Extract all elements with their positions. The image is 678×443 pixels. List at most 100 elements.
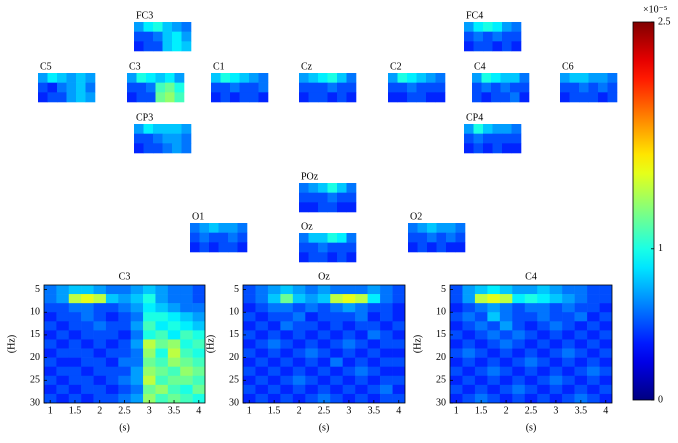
- heatmap-cell: [190, 223, 200, 233]
- heatmap-cell: [462, 357, 476, 367]
- heatmap-cell: [524, 375, 538, 386]
- heatmap-cell: [317, 330, 331, 340]
- heatmap-cell: [267, 384, 281, 395]
- heatmap-cell: [211, 82, 221, 93]
- heatmap-cell: [299, 252, 309, 263]
- heatmap-cell: [47, 82, 58, 93]
- heatmap-cell: [524, 312, 538, 322]
- heatmap-cell: [93, 294, 107, 304]
- x-tick-label: 1.5: [268, 405, 281, 416]
- heatmap-cell: [118, 393, 131, 403]
- x-tick-label: 2.5: [118, 405, 131, 416]
- heatmap-cell: [56, 294, 70, 304]
- heatmap-cell: [143, 285, 156, 295]
- heatmap-cell: [136, 82, 147, 93]
- heatmap-cell: [499, 285, 513, 295]
- heatmap-cell: [588, 73, 599, 83]
- heatmap-cell: [450, 294, 463, 304]
- x-tick-label: 1.5: [475, 405, 488, 416]
- heatmap-cell: [537, 285, 550, 295]
- topo-panel: C6: [560, 61, 618, 103]
- panel-title: C5: [40, 61, 52, 72]
- heatmap-cell: [491, 92, 501, 103]
- heatmap-cell: [243, 321, 256, 331]
- heatmap-cell: [416, 92, 427, 103]
- heatmap-cell: [93, 303, 107, 313]
- heatmap-cell: [192, 393, 205, 403]
- heatmap-cell: [155, 82, 166, 93]
- x-tick-label: 4: [396, 405, 401, 416]
- heatmap-cell: [487, 357, 501, 367]
- heatmap-cell: [569, 82, 580, 93]
- heatmap-cell: [317, 285, 331, 295]
- heatmap-cell: [492, 143, 503, 154]
- heatmap-cell: [118, 375, 131, 386]
- heatmap-cell: [450, 339, 463, 349]
- heatmap-cell: [308, 252, 319, 263]
- heatmap-cell: [474, 393, 488, 403]
- heatmap-cell: [143, 143, 154, 154]
- heatmap-cell: [81, 321, 94, 331]
- heatmap-cell: [474, 285, 488, 295]
- heatmap-cell: [487, 393, 501, 403]
- heatmap-cell: [134, 133, 144, 144]
- heatmap-cell: [192, 375, 205, 386]
- cells: [450, 285, 612, 403]
- heatmap-cell: [599, 294, 612, 304]
- heatmap-cell: [574, 348, 588, 358]
- heatmap-cell: [502, 143, 512, 154]
- heatmap-cell: [524, 366, 538, 377]
- heatmap-cell: [487, 312, 501, 322]
- heatmap-cell: [130, 384, 144, 395]
- heatmap-cell: [407, 82, 417, 93]
- heatmap-cell: [299, 183, 309, 193]
- heatmap-cell: [143, 133, 154, 144]
- heatmap-cell: [76, 92, 86, 103]
- heatmap-cell: [56, 339, 70, 349]
- heatmap-cell: [355, 384, 368, 395]
- topo-panel: O1: [190, 211, 248, 253]
- heatmap-cell: [155, 348, 169, 358]
- heatmap-cell: [562, 384, 575, 395]
- heatmap-cell: [464, 22, 474, 32]
- heatmap-cell: [483, 124, 493, 134]
- heatmap-cell: [342, 303, 356, 313]
- heatmap-cell: [174, 82, 185, 93]
- heatmap-cell: [519, 73, 530, 83]
- topo-panel: C3: [127, 61, 185, 103]
- heatmap-cell: [308, 82, 319, 93]
- heatmap-cell: [408, 232, 418, 243]
- heatmap-cell: [562, 294, 575, 304]
- heatmap-cell: [330, 330, 343, 340]
- heatmap-cell: [56, 321, 70, 331]
- heatmap-cell: [579, 92, 589, 103]
- topo-panel: C2: [388, 61, 446, 103]
- heatmap-cell: [68, 312, 82, 322]
- heatmap-cell: [367, 303, 381, 313]
- heatmap-cell: [598, 73, 608, 83]
- y-tick-label: 15: [436, 329, 446, 340]
- heatmap-cell: [280, 294, 294, 304]
- heatmap-cell: [280, 384, 294, 395]
- heatmap-cell: [499, 348, 513, 358]
- heatmap-cell: [599, 303, 612, 313]
- heatmap-cell: [167, 393, 181, 403]
- heatmap-cell: [355, 321, 368, 331]
- heatmap-cell: [220, 92, 231, 103]
- heatmap-cell: [416, 73, 427, 83]
- heatmap-cell: [81, 330, 94, 340]
- heatmap-cell: [267, 285, 281, 295]
- heatmap-cell: [330, 312, 343, 322]
- heatmap-cell: [417, 232, 428, 243]
- heatmap-cell: [511, 133, 522, 144]
- heatmap-cell: [450, 375, 463, 386]
- heatmap-cell: [318, 192, 328, 203]
- heatmap-cell: [292, 366, 306, 377]
- heatmap-cell: [209, 223, 219, 233]
- heatmap-cell: [68, 357, 82, 367]
- heatmap-cell: [118, 330, 131, 340]
- heatmap-cell: [167, 285, 181, 295]
- heatmap-cell: [355, 357, 368, 367]
- heatmap-cell: [258, 92, 269, 103]
- x-tick-label: 4: [603, 405, 608, 416]
